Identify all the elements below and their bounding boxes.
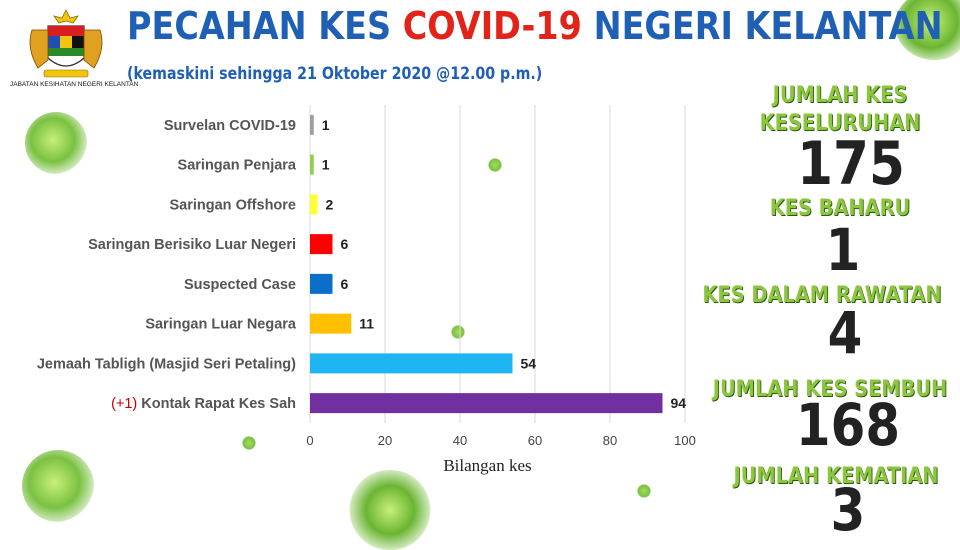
- category-label: Suspected Case: [184, 277, 296, 293]
- coat-of-arms-logo: [29, 9, 103, 78]
- data-label: 6: [341, 276, 349, 292]
- data-label: 2: [326, 196, 334, 212]
- deaths-value: 3: [830, 476, 866, 544]
- active-cases-value: 4: [827, 299, 863, 367]
- deaths-label: JUMLAH KEMATIAN: [733, 464, 939, 489]
- category-label: Saringan Offshore: [170, 197, 297, 213]
- category-label: Saringan Berisiko Luar Negeri: [88, 237, 296, 253]
- bar: [310, 313, 352, 334]
- category-label: Jemaah Tabligh (Masjid Seri Petaling): [37, 356, 296, 372]
- x-tick-label: 20: [378, 433, 392, 448]
- recovered-value: 168: [795, 391, 901, 459]
- data-label: 6: [341, 236, 349, 252]
- bar: [310, 273, 333, 294]
- x-tick-label: 40: [453, 433, 467, 448]
- total-cases-label-line2: KESELURUHAN: [759, 111, 921, 136]
- bar: [310, 353, 513, 374]
- data-label: 11: [359, 316, 374, 332]
- category-label: Saringan Penjara: [178, 158, 297, 174]
- page-subtitle: (kemaskini sehingga 21 Oktober 2020 @12.…: [127, 64, 543, 83]
- new-cases-value: 1: [825, 216, 861, 284]
- virus-decoration-icon: [451, 325, 465, 339]
- data-label: 1: [322, 157, 330, 173]
- page-title: PECAHAN KES COVID-19 NEGERI KELANTAN: [127, 4, 943, 48]
- recovered-label: JUMLAH KES SEMBUH: [712, 377, 948, 402]
- virus-decoration-icon: [488, 158, 502, 172]
- title-part-3: NEGERI KELANTAN: [581, 4, 943, 48]
- active-cases-label: KES DALAM RAWATAN: [702, 283, 942, 308]
- data-label: 1: [322, 117, 330, 133]
- category-prefix: (+1): [111, 396, 141, 412]
- title-part-2: COVID-19: [402, 4, 582, 48]
- x-tick-label: 60: [528, 433, 542, 448]
- virus-decoration-icon: [345, 470, 435, 550]
- x-tick-label: 100: [674, 433, 696, 448]
- virus-decoration-icon: [242, 436, 256, 450]
- virus-decoration-icon: [25, 112, 87, 174]
- virus-decoration-icon: [22, 450, 94, 522]
- bar: [310, 393, 663, 414]
- total-cases-value: 175: [797, 129, 905, 199]
- title-part-1: PECAHAN KES: [127, 4, 403, 48]
- new-cases-label: KES BAHARU: [769, 196, 911, 221]
- bar: [310, 114, 314, 135]
- x-tick-label: 0: [306, 433, 313, 448]
- category-name: Kontak Rapat Kes Sah: [141, 396, 296, 412]
- x-axis-label: Bilangan kes: [443, 456, 531, 475]
- bar: [310, 194, 318, 215]
- category-label: Saringan Luar Negara: [145, 317, 297, 333]
- category-label: (+1) Kontak Rapat Kes Sah: [111, 396, 296, 412]
- data-label: 94: [671, 395, 687, 411]
- logo-caption: JABATAN KESIHATAN NEGERI KELANTAN: [10, 81, 139, 88]
- category-label: Survelan COVID-19: [164, 118, 296, 134]
- total-cases-label-line1: JUMLAH KES: [772, 83, 908, 108]
- x-tick-label: 80: [603, 433, 617, 448]
- virus-decoration-icon: [637, 484, 651, 498]
- bar-chart: 0 20 40 60 80 100 Survelan COVID-19 1 Saringan P…: [37, 105, 696, 475]
- data-label: 54: [521, 355, 537, 371]
- bar: [310, 234, 333, 255]
- bar: [310, 154, 314, 175]
